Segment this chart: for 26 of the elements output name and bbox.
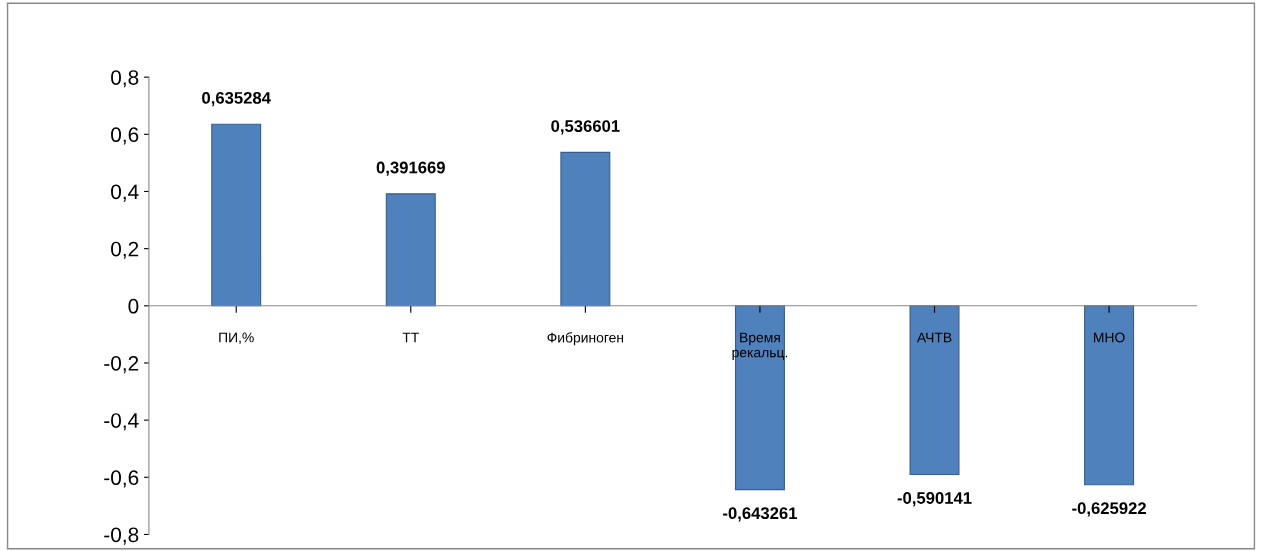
bar <box>1084 305 1135 486</box>
bar <box>560 151 611 307</box>
y-tick-label: 0,6 <box>111 127 139 145</box>
y-tick-label: -0,2 <box>104 355 139 374</box>
data-label: -0,625922 <box>1072 502 1146 517</box>
x-tick-label: ПИ,% <box>219 332 254 345</box>
data-label: 0,391669 <box>376 161 445 176</box>
y-tick-label: -0,6 <box>104 470 139 488</box>
y-tick-label: -0,8 <box>104 527 139 545</box>
x-tick-label: Фибриноген <box>547 332 624 346</box>
y-tick-label: 0,4 <box>111 184 139 202</box>
y-tick-label: 0,8 <box>111 70 139 88</box>
data-label: -0,643261 <box>723 507 798 522</box>
data-label: 0,536601 <box>551 120 620 135</box>
bar <box>734 305 785 491</box>
y-tick-label: 0,2 <box>111 241 139 259</box>
data-label: -0,590141 <box>897 492 972 507</box>
x-tick-label: МНО <box>1094 332 1125 343</box>
bar <box>385 193 436 307</box>
x-tick-label: ТТ <box>402 332 419 343</box>
bar <box>909 305 960 476</box>
data-label: 0,635284 <box>202 91 271 107</box>
y-tick-label: -0,4 <box>104 413 139 431</box>
bar <box>211 123 262 307</box>
y-tick-label: 0 <box>128 298 139 314</box>
x-tick-label: АЧТВ <box>916 332 952 343</box>
